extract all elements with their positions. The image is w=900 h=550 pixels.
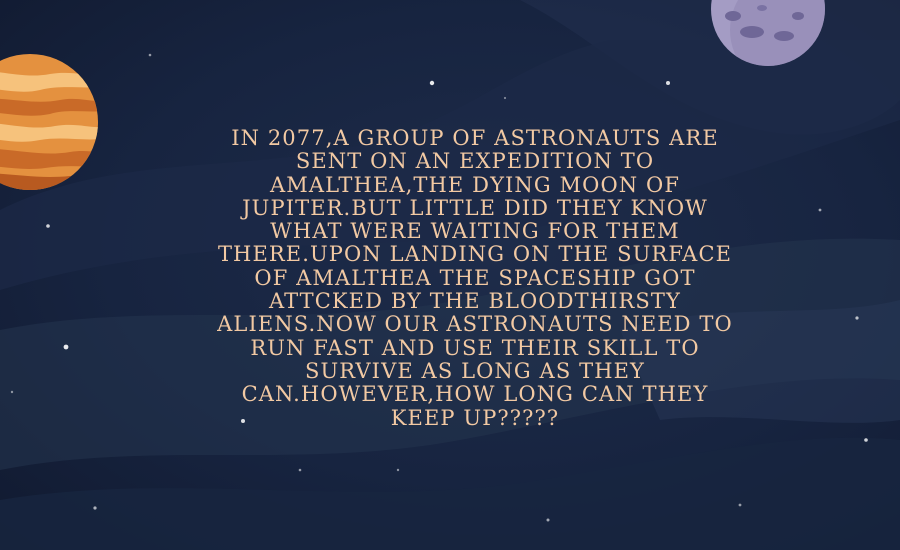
- story-line: SURVIVE AS LONG AS THEY: [304, 358, 646, 383]
- nebula-band-upper: [0, 40, 900, 290]
- nebula-band-right: [620, 300, 900, 423]
- story-line: RUN FAST AND USE THEIR SKILL TO: [250, 335, 700, 360]
- story-line: SENT ON AN EXPEDITION TO: [295, 149, 655, 174]
- star: [864, 438, 868, 442]
- story-intro-text: IN 2077,A GROUP OF ASTRONAUTS ARE SENT O…: [80, 126, 870, 430]
- nebula-band-lower: [0, 437, 900, 550]
- star: [818, 208, 822, 212]
- star: [148, 53, 152, 57]
- story-line: JUPITER.BUT LITTLE DID THEY KNOW: [242, 195, 708, 220]
- star: [503, 96, 507, 100]
- story-line: THERE.UPON LANDING ON THE SURFACE: [217, 242, 733, 267]
- star: [738, 503, 742, 507]
- star: [10, 390, 14, 394]
- star: [396, 468, 400, 472]
- story-line: CAN.HOWEVER,HOW LONG CAN THEY: [241, 382, 709, 407]
- story-line: WHAT WERE WAITING FOR THEM: [270, 219, 680, 244]
- jupiter-planet-icon: [0, 54, 98, 190]
- story-line: ALIENS.NOW OUR ASTRONAUTS NEED TO: [217, 312, 733, 337]
- story-line: AMALTHEA,THE DYING MOON OF: [269, 172, 681, 197]
- stars: [10, 53, 868, 522]
- story-line: ATTCKED BY THE BLOODTHIRSTY: [269, 289, 681, 314]
- star: [855, 316, 859, 320]
- star: [63, 344, 69, 350]
- star: [46, 224, 50, 228]
- star: [666, 81, 670, 85]
- nebula-band-middle: [0, 238, 900, 470]
- story-line: OF AMALTHEA THE SPACESHIP GOT: [254, 265, 696, 290]
- story-line: KEEP UP?????: [390, 405, 560, 430]
- star: [602, 188, 606, 192]
- star: [546, 518, 550, 522]
- star: [241, 419, 245, 423]
- star: [298, 468, 302, 472]
- story-line: IN 2077,A GROUP OF ASTRONAUTS ARE: [231, 126, 719, 150]
- star: [429, 80, 435, 86]
- star: [93, 506, 97, 510]
